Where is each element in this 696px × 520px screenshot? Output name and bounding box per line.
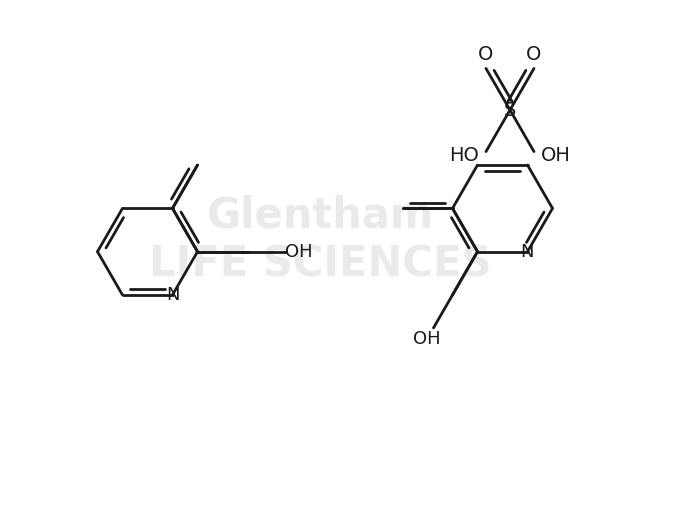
Text: HO: HO — [449, 146, 479, 165]
Text: S: S — [504, 100, 516, 120]
Text: N: N — [166, 286, 180, 304]
Text: O: O — [526, 45, 541, 64]
Text: OH: OH — [285, 243, 313, 261]
Text: O: O — [478, 45, 493, 64]
Text: Glentham
LIFE SCIENCES: Glentham LIFE SCIENCES — [149, 194, 491, 285]
Text: OH: OH — [413, 330, 441, 348]
Text: N: N — [521, 243, 535, 261]
Text: OH: OH — [541, 146, 571, 165]
